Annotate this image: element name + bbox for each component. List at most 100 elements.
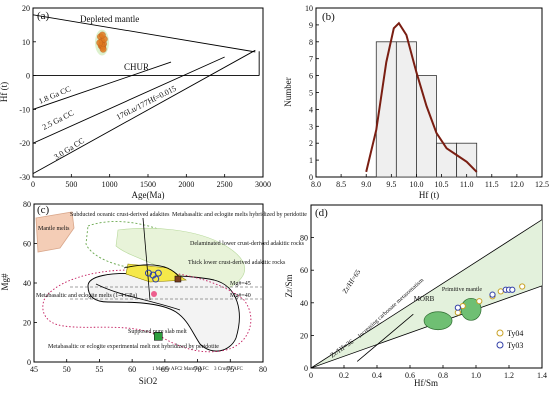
panel-d-x-tick-label: 0.8 [438,371,448,380]
panel-c-x-tick-label: 50 [63,365,71,374]
panel-c-x-tick-label: 70 [194,365,202,374]
histogram-bar [456,142,478,178]
panel-b-x-tick-label: 12.5 [535,180,549,189]
panel-a-x-tick-label: 0 [31,180,35,189]
legend-marker-Ty04 [496,329,504,337]
series-Ty04-point [476,298,483,305]
panel-b-y-tick-label: 4 [309,105,313,114]
panel-d-x-tick-label: 0.4 [372,371,382,380]
experimental-melt-square [174,275,182,283]
panel-c-x-tick-label: 75 [226,365,234,374]
label-hybridized: Metabasaltic and eclogite melts hybridiz… [172,212,307,218]
panel-b-y-tick-label: 8 [309,38,313,47]
sample-point [96,39,104,47]
label-mantle-melts: Mantle melts [38,226,70,232]
panel-c-y-tick-label: 80 [23,200,31,209]
density-curve [365,21,478,173]
panel-d-y-tick-label: 0 [304,364,308,373]
series-Ty03-point [454,304,461,311]
field-mantle-melts [35,211,75,253]
panel-d-x-tick-label: 0.6 [405,371,415,380]
histogram-bar [416,75,437,178]
panel-a-hf-vs-age: (a) 0 500 1000 1500 2000 2500 3000 -30 -20 -10 0 10… [0,4,271,200]
ref-line-3 [33,56,225,144]
panel-c-y-tick-label: 60 [23,240,31,249]
panel-c-y-tick-label: 40 [23,279,31,288]
panel-b-x-tick-label: 9.5 [386,180,396,189]
ref-line-4 [33,49,256,175]
pure-slab-melt-square [154,332,163,341]
panel-d-tag: (d) [315,207,328,219]
legend-label-Ty03: Ty03 [507,341,523,350]
label-afc-3: 3 Crustal AFC [214,367,244,372]
primitive-mantle-field [460,297,482,321]
series-Ty03-point [489,291,496,298]
label-mg40: Mg#=40 [230,293,251,299]
ref-line-0 [33,14,256,53]
panel-c-ylabel: Mg# [0,273,10,291]
panel-c-x-tick-label: 80 [259,365,267,374]
label-thick-crust: Thick lower crust-derived adakitic rocks [188,260,286,266]
panel-c-y-tick-label: 20 [23,319,31,328]
panel-b-x-tick-label: 8.5 [336,180,346,189]
field-experimental-melt [42,269,252,353]
panel-c-mg-vs-sio2: (c) 45 50 55 60 65 70 75 80 0 20 40 60 80 SiO2 Mg# S… [0,200,307,386]
morb-field [423,311,453,331]
panel-a-x-tick-label: 2500 [217,180,233,189]
panel-d-ylabel: Zr/Sm [284,274,294,297]
panel-a-ylabel: Hf (t) [0,82,9,102]
label-delaminated: Delaminated lower crust-derived adakitic… [190,241,305,247]
afc-curve-1 [142,217,151,301]
series-Ty04-point [459,302,466,310]
series-Ty04-point [519,283,526,290]
panel-d-x-tick-label: 1.4 [537,371,547,380]
panel-c-xlabel: SiO2 [139,376,158,386]
panel-a-tag: (a) [37,10,50,22]
panel-b-histogram: (b) 8.0 8.5 9.0 9.5 10.0 10.5 11.0 11.5 12.0 12.5… [283,4,549,200]
panel-b-x-tick-label: 10.5 [435,180,449,189]
panel-b-y-tick-label: 6 [309,72,313,81]
panel-a-x-tick-label: 2000 [178,180,194,189]
panel-a-x-tick-label: 500 [65,180,77,189]
panel-a-x-tick-label: 3000 [255,180,271,189]
panel-a-xlabel: Age(Ma) [132,190,165,200]
sample-point [152,275,160,283]
sample-point [154,269,162,277]
label-primitive-mantle: Primitive mantle [442,287,482,293]
afc-curve-2 [123,264,181,279]
label-experimental: Metabasaltic or eclogite experimental me… [48,344,219,350]
panel-d-x-tick-label: 1.0 [471,371,481,380]
label-morb: MORB [414,295,435,303]
legend-marker-Ty03 [496,341,504,349]
panel-c-y-tick-label: 0 [27,358,31,367]
sample-point [98,31,106,39]
panel-b-y-tick-label: 2 [309,139,313,148]
sample-point [145,269,152,277]
panel-b-y-tick-label: 3 [309,122,313,131]
panel-a-y-tick-label: 0 [26,72,30,81]
ref-line-2 [33,61,172,110]
panel-b-y-tick-label: 1 [309,156,313,165]
metasomatism-arrow [356,313,414,362]
panel-a-x-tick-label: 1500 [140,180,156,189]
panel-b-x-tick-label: 9.0 [361,180,371,189]
legend-label-Ty04: Ty04 [507,329,523,338]
panel-d-x-tick-label: 0 [309,371,313,380]
series-Ty03-point [509,286,516,293]
panel-d-xlabel: Hf/Sm [414,378,438,388]
label-pure-slab: Supposed pure slab melt [128,329,187,335]
label-oceanic-adakites: Subducted oceanic crust-derived adakites [70,212,170,218]
panel-d-x-tick-label: 1.2 [504,371,514,380]
panel-b-tag: (b) [322,11,335,23]
label-afc-2: 2 Mantle AFC [180,367,209,372]
panel-d-x-tick-label: 0.2 [339,371,349,380]
panel-b-x-tick-label: 12.0 [510,180,524,189]
panel-d-y-tick-label: 20 [300,331,308,340]
panel-a-y-tick-label: -20 [19,139,30,148]
label-depleted-mantle: Depleted mantle [80,14,139,24]
panel-b-y-tick-label: 9 [309,21,313,30]
pink-dot [151,291,157,297]
zr-hf-65-line [311,219,542,368]
panel-a-frame [32,7,264,178]
